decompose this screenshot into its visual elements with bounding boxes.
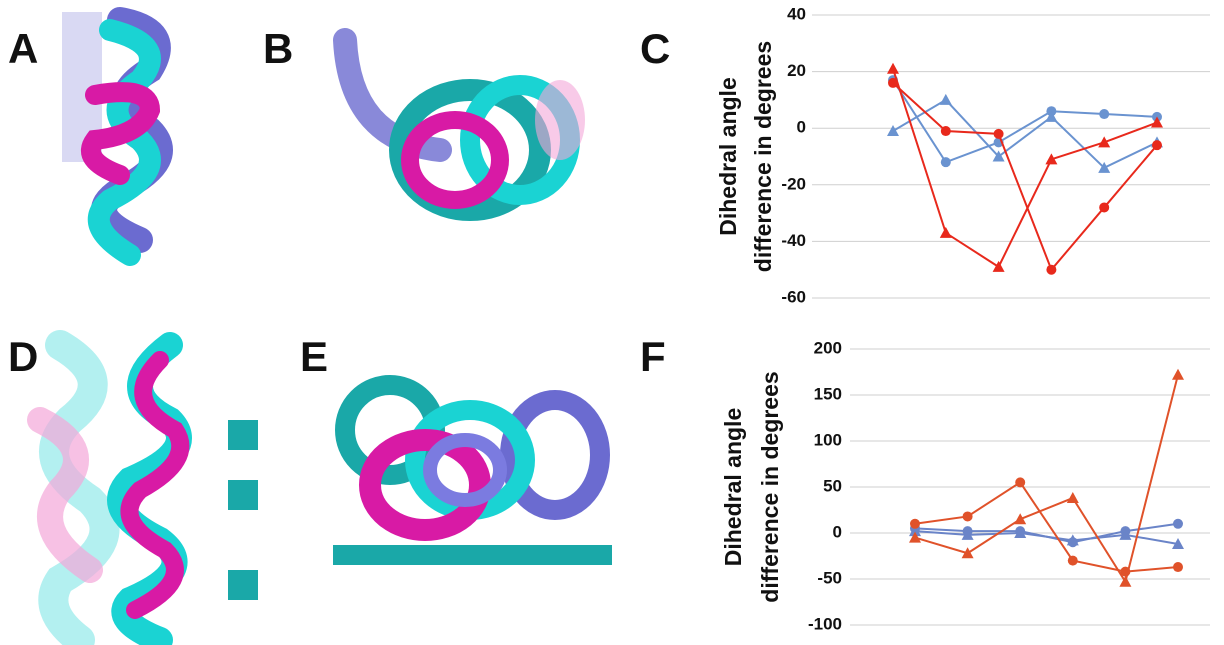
series-line bbox=[892, 68, 1158, 269]
marker bbox=[1014, 513, 1027, 525]
marker bbox=[1014, 527, 1027, 538]
panel-a-image bbox=[60, 7, 190, 266]
series-line bbox=[914, 481, 1179, 573]
y-tick-label: -60 bbox=[781, 287, 806, 306]
marker bbox=[1173, 518, 1183, 529]
marker bbox=[1119, 528, 1132, 540]
panel-label: E bbox=[300, 333, 328, 380]
y-tick-label: 100 bbox=[814, 430, 842, 449]
marker bbox=[940, 157, 951, 168]
marker bbox=[887, 62, 899, 74]
marker bbox=[910, 518, 920, 529]
panel-label: B bbox=[263, 25, 293, 72]
marker bbox=[1151, 116, 1163, 128]
panel-label: C bbox=[640, 25, 670, 72]
marker bbox=[1098, 136, 1111, 148]
marker bbox=[1066, 492, 1079, 504]
y-axis-title: Dihedral angle bbox=[715, 77, 741, 235]
marker bbox=[1045, 110, 1058, 122]
y-axis-title: Dihedral angle bbox=[720, 408, 746, 566]
marker bbox=[909, 525, 921, 537]
marker bbox=[887, 125, 899, 137]
marker bbox=[909, 531, 921, 543]
marker bbox=[1172, 538, 1184, 550]
series-line bbox=[892, 79, 1158, 164]
y-tick-label: 20 bbox=[787, 61, 806, 80]
y-tick-label: 0 bbox=[833, 522, 842, 541]
marker bbox=[992, 260, 1005, 272]
marker bbox=[1152, 140, 1162, 151]
marker bbox=[992, 150, 1005, 162]
marker bbox=[939, 226, 952, 238]
y-tick-label: 0 bbox=[797, 118, 806, 137]
marker bbox=[1046, 264, 1057, 275]
marker bbox=[1119, 575, 1132, 587]
marker bbox=[1172, 368, 1184, 380]
y-tick-label: -20 bbox=[781, 174, 806, 193]
marker bbox=[1098, 161, 1111, 173]
marker bbox=[1066, 534, 1079, 546]
marker bbox=[962, 511, 973, 522]
marker bbox=[961, 528, 974, 540]
marker bbox=[1015, 477, 1026, 488]
y-tick-label: 40 bbox=[787, 4, 806, 23]
panel-label: A bbox=[8, 25, 38, 72]
marker bbox=[961, 547, 974, 559]
series-line bbox=[892, 98, 1158, 170]
y-tick-label: -100 bbox=[808, 614, 842, 633]
series-line bbox=[892, 82, 1158, 272]
y-tick-label: -50 bbox=[817, 568, 842, 587]
y-tick-label: -40 bbox=[781, 231, 806, 250]
marker bbox=[1099, 109, 1110, 120]
marker bbox=[940, 126, 951, 137]
marker bbox=[1099, 202, 1110, 213]
marker bbox=[1173, 562, 1183, 573]
y-tick-label: 50 bbox=[823, 476, 842, 495]
marker bbox=[939, 93, 952, 105]
marker bbox=[888, 77, 898, 88]
series-line bbox=[914, 374, 1179, 585]
y-axis-title: difference in degrees bbox=[750, 41, 776, 272]
y-axis-title: difference in degrees bbox=[757, 371, 783, 602]
marker bbox=[1045, 153, 1058, 165]
panel-b-image bbox=[333, 28, 590, 221]
marker bbox=[993, 128, 1004, 139]
panel-d-image bbox=[27, 330, 258, 645]
marker bbox=[1067, 555, 1078, 566]
panel-e-image bbox=[333, 370, 612, 565]
panel-label: D bbox=[8, 333, 38, 380]
series-line bbox=[914, 530, 1179, 546]
y-tick-label: 150 bbox=[814, 384, 842, 403]
y-tick-label: 200 bbox=[814, 338, 842, 357]
panel-label: F bbox=[640, 333, 666, 380]
